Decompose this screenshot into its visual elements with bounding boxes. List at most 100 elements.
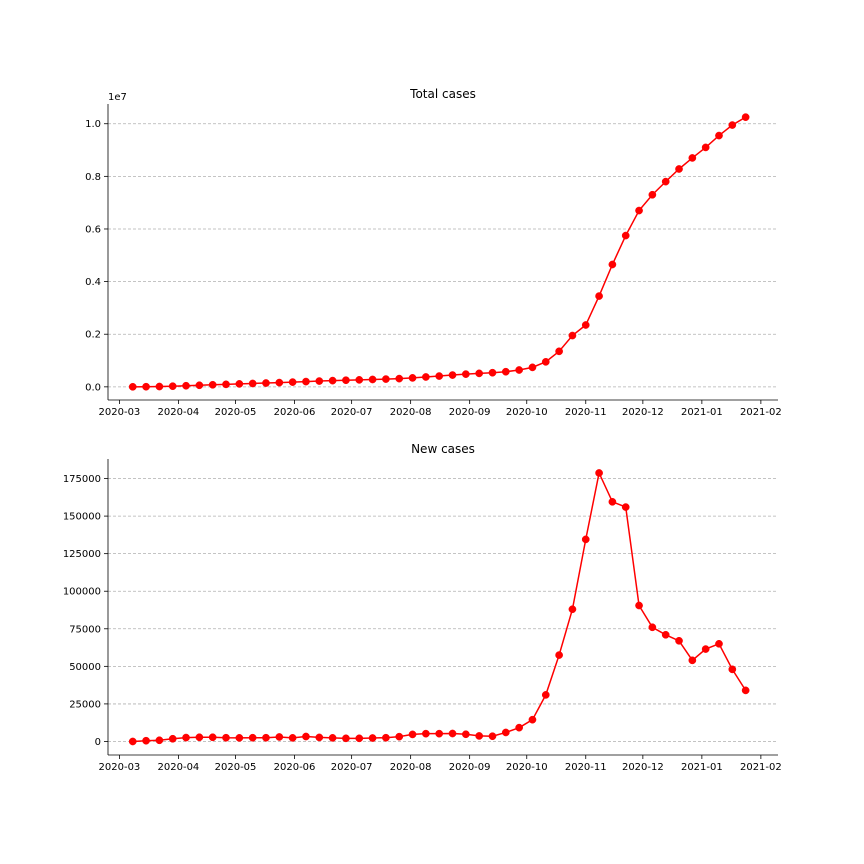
total-cases-x-tick-label: 2020-06 [274, 407, 316, 418]
new-cases-data-point [608, 497, 617, 506]
new-cases-axes: New cases 2020-03 2020-04 2020-05 2020-06 20… [63, 442, 782, 773]
new-cases-data-point [701, 645, 710, 653]
new-cases-data-point [248, 733, 257, 742]
new-cases-data-point [541, 691, 550, 699]
new-cases-x-tick-label: 2020-03 [99, 762, 141, 773]
new-cases-x-tick-label: 2020-10 [506, 762, 548, 773]
total-cases-gridlines [108, 123, 778, 388]
total-cases-data-point [435, 372, 444, 380]
new-cases-data-point [328, 734, 337, 742]
total-cases-y-tick-label: 0.4 [85, 277, 101, 288]
new-cases-y-tick-label: 175000 [63, 474, 101, 485]
total-cases-data-point [368, 375, 377, 384]
new-cases-data-point [741, 686, 750, 695]
new-cases-data-point [288, 734, 297, 742]
total-cases-y-tick-label: 0.8 [85, 172, 101, 183]
total-cases-data-point [581, 321, 590, 329]
total-cases-data-point [555, 347, 563, 356]
total-cases-data-point [355, 376, 364, 384]
total-cases-series [128, 113, 750, 391]
new-cases-data-point [461, 730, 470, 739]
total-cases-data-point [408, 374, 417, 382]
total-cases-data-point [595, 292, 603, 300]
new-cases-gridlines [108, 478, 778, 742]
new-cases-data-point [182, 733, 190, 742]
total-cases-data-point [275, 378, 284, 387]
new-cases-x-tick-label: 2020-04 [158, 762, 200, 773]
total-cases-data-point [541, 357, 550, 366]
total-cases-y-tick-label: 0.0 [85, 382, 101, 393]
total-cases-data-point [568, 331, 577, 340]
new-cases-y-tick-label: 0 [95, 737, 101, 748]
new-cases-data-point [635, 601, 643, 610]
new-cases-data-point [302, 732, 310, 741]
total-cases-data-point [461, 370, 470, 378]
new-cases-data-point [661, 630, 670, 639]
total-cases-x-tick-label: 2020-07 [331, 407, 373, 418]
total-cases-data-point [448, 371, 457, 379]
total-cases-data-point [422, 373, 430, 381]
new-cases-data-point [408, 730, 417, 739]
total-cases-x-tick-label: 2020-05 [215, 407, 257, 418]
new-cases-x-tick-label: 2020-08 [390, 762, 432, 773]
total-cases-data-point [208, 380, 217, 389]
new-cases-data-point [208, 733, 217, 742]
new-cases-y-tick-label: 50000 [69, 662, 101, 673]
new-cases-data-point [448, 729, 457, 738]
new-cases-data-point [501, 728, 510, 737]
new-cases-data-point [195, 733, 204, 742]
total-cases-x-tick-label: 2020-08 [390, 407, 432, 418]
new-cases-x-tick-label: 2020-05 [215, 762, 257, 773]
new-cases-y-tick-label: 125000 [63, 549, 101, 560]
total-cases-x-tick-label: 2020-11 [565, 407, 607, 418]
new-cases-data-point [435, 729, 444, 738]
total-cases-data-point [515, 366, 523, 374]
new-cases-data-point [142, 736, 150, 745]
new-cases-data-point [262, 733, 270, 742]
total-cases-x-tick-label: 2020-10 [506, 407, 548, 418]
total-cases-data-point [635, 206, 643, 215]
total-cases-x-tick-label: 2021-01 [681, 407, 723, 418]
total-cases-data-point [715, 131, 723, 140]
new-cases-data-point [342, 734, 350, 743]
total-cases-data-point [288, 378, 297, 386]
total-cases-data-point [262, 379, 270, 387]
new-cases-data-point [621, 503, 630, 511]
new-cases-x-tick-label: 2020-06 [274, 762, 316, 773]
total-cases-data-point [501, 367, 510, 376]
new-cases-data-point [235, 734, 244, 742]
new-cases-series [128, 469, 750, 746]
total-cases-data-point [342, 376, 350, 385]
new-cases-data-point [355, 734, 364, 743]
total-cases-y-ticks: 0.0 0.2 0.4 0.6 0.8 1.0 [85, 119, 108, 393]
total-cases-data-point [235, 380, 244, 388]
new-cases-x-tick-label: 2020-11 [565, 762, 607, 773]
new-cases-data-point [568, 605, 577, 614]
total-cases-data-point [701, 143, 710, 152]
new-cases-data-point [555, 651, 563, 659]
new-cases-data-point [422, 729, 430, 738]
new-cases-data-point [155, 736, 164, 745]
total-cases-y-tick-label: 0.6 [85, 224, 101, 235]
total-cases-data-point [608, 260, 617, 269]
new-cases-data-point [595, 469, 603, 477]
new-cases-data-point [275, 733, 284, 741]
new-cases-x-tick-label: 2020-12 [622, 762, 664, 773]
total-cases-x-tick-label: 2020-03 [99, 407, 141, 418]
new-cases-data-point [222, 733, 230, 742]
new-cases-series-line [132, 470, 747, 743]
total-cases-axes: Total cases 1e7 2020-03 2020-04 2020-05 202… [85, 87, 782, 418]
new-cases-data-point [395, 732, 404, 741]
total-cases-y-tick-label: 1.0 [85, 119, 101, 130]
new-cases-y-tick-label: 75000 [69, 624, 101, 635]
new-cases-data-point [648, 623, 657, 632]
total-cases-data-point [248, 379, 257, 388]
total-cases-data-point [142, 382, 150, 391]
new-cases-data-point [128, 737, 137, 746]
new-cases-y-tick-label: 100000 [63, 587, 101, 598]
total-cases-data-point [741, 113, 750, 122]
total-cases-data-point [328, 376, 337, 385]
new-cases-data-point [581, 535, 590, 544]
new-cases-y-ticks: 0 25000 50000 75000 100000 125000 150000 175000 [63, 474, 108, 748]
